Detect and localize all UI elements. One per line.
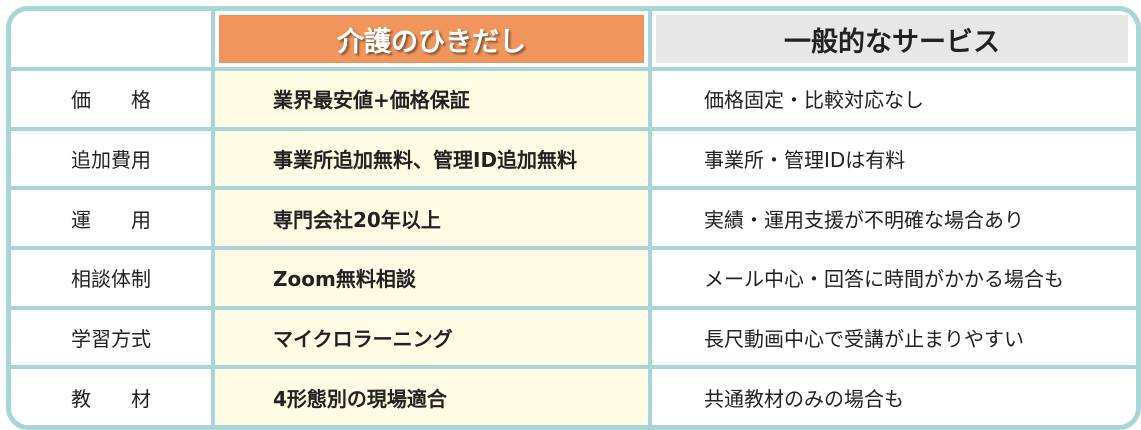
header-general-wrap: 一般的なサービス — [652, 11, 1136, 67]
row-label: 相談体制 — [11, 250, 211, 306]
general-cell: 共通教材のみの場合も — [652, 369, 1136, 425]
ours-cell: 事業所追加無料、管理ID追加無料 — [215, 130, 648, 187]
ours-cell: Zoom無料相談 — [215, 250, 648, 306]
general-cell: 価格固定・比較対応なし — [652, 71, 1136, 127]
row-label: 学習方式 — [11, 309, 211, 366]
ours-cell: マイクロラーニング — [215, 309, 648, 366]
header-ours: 介護のひきだし — [219, 15, 644, 63]
row-label: 追加費用 — [11, 130, 211, 187]
general-cell: 事業所・管理IDは有料 — [652, 130, 1136, 187]
row-label: 価 格 — [11, 71, 211, 127]
comparison-table: 介護のひきだし 一般的なサービス 価 格 業界最安値+価格保証 価格固定・比較対… — [6, 6, 1141, 430]
ours-cell: 4形態別の現場適合 — [215, 369, 648, 425]
ours-cell: 業界最安値+価格保証 — [215, 71, 648, 127]
ours-cell: 専門会社20年以上 — [215, 190, 648, 246]
row-label: 教 材 — [11, 369, 211, 425]
header-empty-cell — [11, 11, 211, 67]
header-ours-wrap: 介護のひきだし — [215, 11, 648, 67]
row-label: 運 用 — [11, 190, 211, 246]
general-cell: 実績・運用支援が不明確な場合あり — [652, 190, 1136, 246]
header-general: 一般的なサービス — [656, 15, 1128, 63]
general-cell: 長尺動画中心で受講が止まりやすい — [652, 309, 1136, 366]
general-cell: メール中心・回答に時間がかかる場合も — [652, 250, 1136, 306]
